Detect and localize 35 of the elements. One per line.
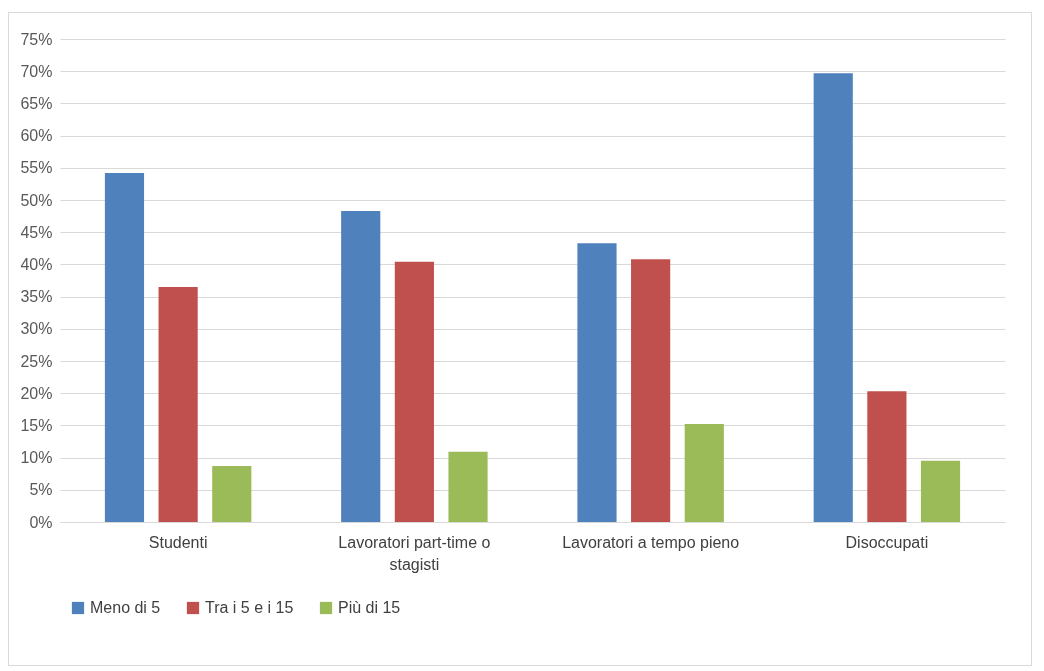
legend-label: Meno di 5 (90, 599, 161, 616)
bar (341, 210, 381, 522)
bar (577, 243, 617, 522)
bar (920, 460, 961, 522)
y-tick-label: 70% (20, 62, 53, 80)
y-tick-label: 45% (20, 223, 53, 241)
bar (867, 391, 907, 522)
legend-label: Tra i 5 e i 15 (205, 599, 294, 616)
legend-label: Più di 15 (338, 599, 401, 616)
y-tick-label: 25% (20, 352, 53, 370)
bar (212, 465, 252, 522)
y-tick-label: 10% (20, 449, 53, 467)
bar (448, 451, 488, 522)
y-tick-label: 75% (20, 30, 53, 48)
x-tick-label: Lavoratori a tempo pieno (562, 533, 740, 551)
y-tick-label: 40% (20, 255, 53, 273)
bar (631, 259, 671, 522)
bar (813, 73, 853, 522)
y-tick-label: 60% (20, 127, 53, 145)
x-tick-label: Disoccupati (845, 533, 929, 551)
bar (104, 172, 145, 522)
bar (158, 286, 198, 522)
bar (684, 424, 724, 522)
y-tick-label: 5% (29, 481, 53, 499)
y-tick-label: 30% (20, 320, 53, 338)
y-tick-label: 65% (20, 94, 53, 112)
x-tick-label: Lavoratori part-time o stagisti (338, 533, 491, 573)
y-tick-label: 20% (20, 384, 53, 402)
bar (394, 261, 434, 522)
x-tick-label: Studenti (148, 533, 208, 551)
y-tick-label: 0% (29, 513, 53, 531)
y-tick-label: 55% (20, 159, 53, 177)
y-tick-label: 15% (20, 416, 53, 434)
y-tick-label: 50% (20, 191, 53, 209)
y-tick-label: 35% (20, 288, 53, 306)
